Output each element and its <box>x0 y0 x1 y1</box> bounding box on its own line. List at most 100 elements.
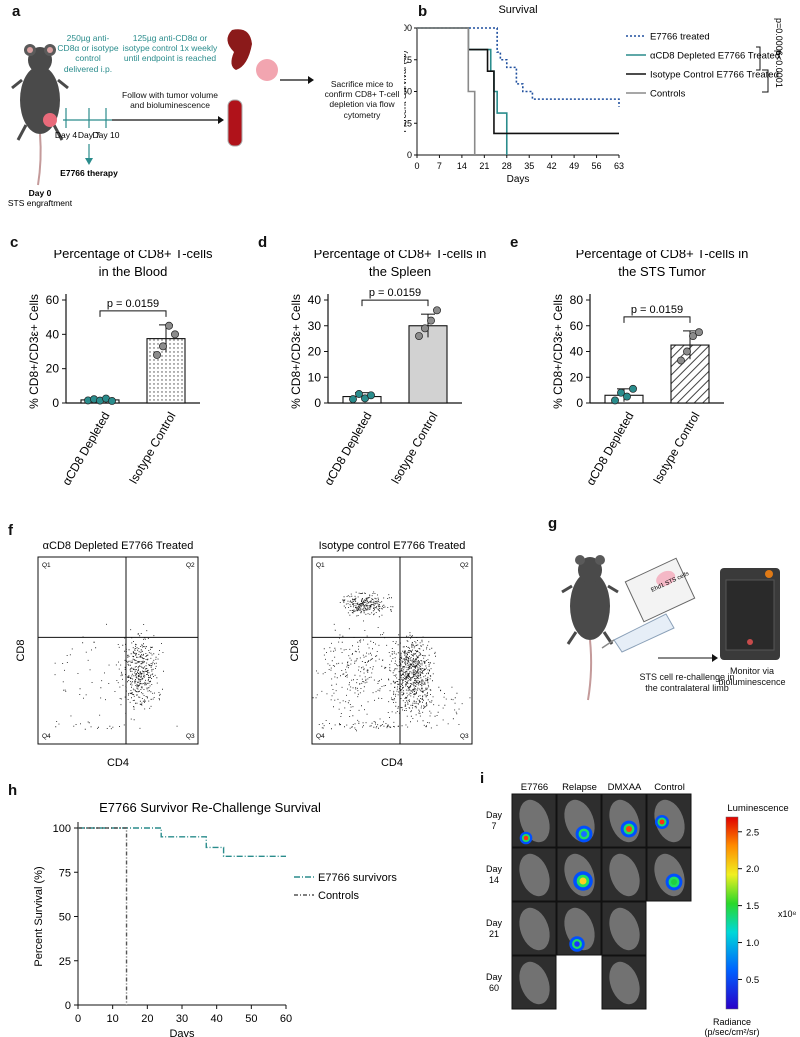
category-label-0: αCD8 Depleted <box>321 410 374 488</box>
bracket-1 <box>756 46 761 71</box>
mouse-body-0-3 <box>654 799 685 843</box>
data-point <box>611 396 619 405</box>
data-point <box>695 328 703 337</box>
rechallenge-note: STS cell re-challenge in the contralater… <box>639 672 735 693</box>
isotype-plot-events <box>312 591 471 732</box>
panel-label-f: f <box>8 522 13 539</box>
data-point <box>153 350 161 359</box>
chart-title-line2: in the Blood <box>99 264 168 279</box>
quadrant-label: Q3 <box>460 733 469 740</box>
x-tick-label: 63 <box>614 161 624 171</box>
day-label-4: Day 4 <box>55 130 77 140</box>
y-tick-label: 50 <box>404 87 412 97</box>
isotype-plot-xlabel: CD4 <box>381 757 403 769</box>
y-tick-label: 50 <box>59 912 71 924</box>
y-tick-label: 100 <box>53 823 71 835</box>
data-point <box>629 384 637 393</box>
x-tick-label: 50 <box>245 1013 257 1025</box>
y-tick-label: 40 <box>570 345 584 359</box>
category-label-1: Isotype Control <box>126 410 178 487</box>
category-label-1: Isotype Control <box>650 410 702 487</box>
data-point <box>421 324 429 333</box>
y-tick-label: 20 <box>570 370 584 384</box>
x-tick-label: 42 <box>547 161 557 171</box>
significance-bracket <box>361 299 429 307</box>
colorbar <box>725 816 739 1010</box>
chart-title-line1: Percentage of CD8+ T-cells <box>53 250 213 261</box>
row-label-3: Day <box>486 972 503 982</box>
chart-title-line2: the STS Tumor <box>618 264 706 279</box>
signal-core <box>581 831 587 837</box>
dose2-note: 125µg anti-CD8α or isotype control 1x we… <box>122 33 218 64</box>
y-tick-label: 75 <box>404 55 412 65</box>
x-tick-label: 28 <box>502 161 512 171</box>
data-point <box>415 332 423 341</box>
p-value: p = 0.0159 <box>369 287 421 299</box>
depleted-plot-frame <box>37 556 199 745</box>
series-line-0 <box>78 827 286 858</box>
y-tick-label: 0 <box>52 396 59 410</box>
engraft-label: STS engraftment <box>8 198 73 208</box>
mouse-body-1-2 <box>609 853 640 897</box>
dose1-note: 250µg anti-CD8α or isotype control deliv… <box>57 33 119 74</box>
series-line-3 <box>417 27 476 155</box>
data-point <box>689 332 697 341</box>
legend-label-0: E7766 treated <box>650 32 710 43</box>
spleen-icon <box>227 29 252 70</box>
quadrant-label: Q2 <box>460 562 469 569</box>
bioluminescence-panel: E7766 Relapse DMXAA ControlDay7Day14Day21Da… <box>486 782 797 1037</box>
x-tick-label: 20 <box>141 1013 153 1025</box>
y-axis-label: Percent Survival (%) <box>33 866 45 966</box>
colorbar-title: Luminescence <box>727 803 788 814</box>
spleen-cd8-chart: Percentage of CD8+ T-cells in the Spleen 0… <box>289 250 487 488</box>
imaging-system-icon <box>720 568 780 660</box>
tumor-cd8-chart: Percentage of CD8+ T-cells in the STS Tum… <box>551 250 748 488</box>
row-label-2: Day <box>486 918 503 928</box>
rechallenge-survival-chart: E7766 Survivor Re-Challenge Survival 0 25 5… <box>33 800 397 1037</box>
quadrant-label: Q1 <box>42 562 51 569</box>
row-label-1: Day <box>486 864 503 874</box>
cell-icon-1 <box>256 59 278 81</box>
panel-a-schematic: Day 0 STS engraftment Day 4 Day 7 Day 10… <box>8 29 314 208</box>
follow-note: Follow with tumor volume and bioluminesc… <box>122 90 218 111</box>
p-value-2: p<0.0001 <box>774 50 784 88</box>
x-tick-label: 60 <box>280 1013 292 1025</box>
x-tick-label: 40 <box>211 1013 223 1025</box>
depleted-plot-ylabel: CD8 <box>15 639 27 661</box>
data-point <box>165 321 173 330</box>
signal-core <box>671 879 677 885</box>
y-tick-label: 10 <box>308 370 322 384</box>
chart-title: E7766 Survivor Re-Challenge Survival <box>99 800 321 815</box>
quadrant-label: Q3 <box>186 733 195 740</box>
chart-title-line1: Percentage of CD8+ T-cells in <box>314 250 487 261</box>
panel-label-c: c <box>10 234 19 251</box>
day-label-7: Day 7 <box>78 130 100 140</box>
y-axis-label: % CD8+/CD3ε+ Cells <box>551 294 565 409</box>
x-tick-label: 56 <box>592 161 602 171</box>
colorbar-tick-label: 1.0 <box>746 938 759 949</box>
data-point <box>683 347 691 356</box>
signal-core <box>523 835 529 841</box>
mouse-body-2-0 <box>519 907 550 951</box>
row-label-0: Day <box>486 810 503 820</box>
signal-core <box>574 941 580 947</box>
panel-label-i: i <box>480 770 485 787</box>
legend-label-0: E7766 survivors <box>318 872 397 884</box>
y-tick-label: 40 <box>46 327 60 341</box>
data-point <box>355 390 363 398</box>
mouse-body-2-2 <box>609 907 640 951</box>
x-tick-label: 0 <box>414 161 419 171</box>
x-tick-label: 10 <box>107 1013 119 1025</box>
y-axis-label: % CD8+/CD3ε+ Cells <box>27 294 41 409</box>
quadrant-label: Q4 <box>42 733 51 740</box>
mouse-body-3-0 <box>519 961 550 1005</box>
legend-label-2: Isotype Control E7766 Treated <box>650 70 779 81</box>
y-tick-label: 0 <box>407 150 412 160</box>
radiance-label: Radiance <box>713 1017 751 1027</box>
quadrant-label: Q1 <box>316 562 325 569</box>
x-axis-label: Days <box>169 1028 195 1037</box>
colorbar-tick-label: 2.0 <box>746 864 759 875</box>
y-tick-label: 25 <box>59 956 71 968</box>
column-label-2: DMXAA <box>608 782 642 793</box>
flow-cytometry-plots: αCD8 Depleted E7766 Treated Q1 Q2 Q4 Q3 CD4 CD… <box>15 540 473 769</box>
